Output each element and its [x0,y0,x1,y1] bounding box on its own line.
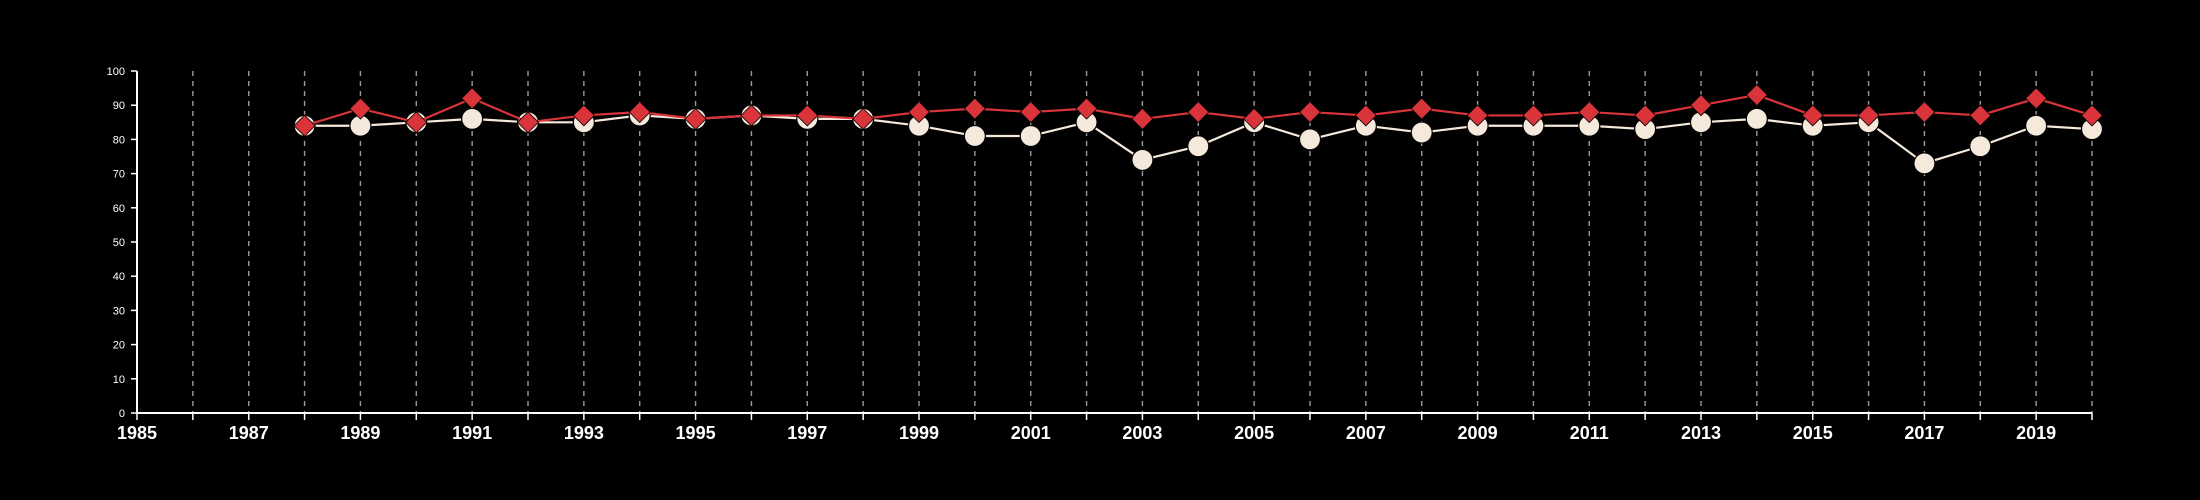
y-tick-label: 80 [113,134,125,146]
x-tick-label: 2005 [1234,423,1274,443]
data-point-diamond [1969,104,1992,127]
data-point-circle [1410,121,1433,144]
y-tick-label: 30 [113,305,125,317]
data-point-circle [461,107,484,130]
x-tick-label: 2015 [1793,423,1833,443]
data-point-diamond [796,104,819,127]
data-point-circle [1745,107,1768,130]
data-point-diamond [516,111,540,134]
data-point-diamond [740,104,763,127]
data-point-diamond [461,87,484,110]
data-point-diamond [1243,107,1266,130]
data-point-diamond [1131,107,1154,130]
y-tick-label: 70 [113,169,125,181]
data-point-diamond [963,97,986,120]
data-point-circle [1969,135,1992,158]
data-point-diamond [1689,94,1713,117]
x-tick-label: 2017 [1904,423,1944,443]
x-tick-label: 1995 [676,423,716,443]
data-point-diamond [405,111,428,134]
data-point-circle [963,124,986,148]
data-point-diamond [2025,87,2048,110]
axis-layer: 0 10 20 30 40 50 60 70 80 90 100 1985 1987 1989 1991 19… [107,66,2093,443]
series-diamond [293,83,2104,137]
data-point-diamond [1857,104,1880,127]
data-point-diamond [1019,100,1042,124]
data-point-diamond [1634,104,1657,127]
data-point-diamond [628,100,651,124]
data-point-circle [1187,135,1210,158]
y-tick-label: 50 [113,237,125,249]
x-tick-label: 2009 [1458,423,1498,443]
data-point-circle [1131,148,1154,172]
x-tick-label: 1989 [340,423,380,443]
data-point-diamond [1522,104,1545,127]
data-point-diamond [1075,97,1098,120]
data-point-diamond [684,107,707,130]
data-point-diamond [1410,97,1433,120]
data-point-diamond [1466,104,1489,127]
x-tick-label: 1985 [117,423,157,443]
y-tick-label: 10 [113,374,125,386]
data-point-diamond [1354,104,1377,127]
data-point-diamond [1187,100,1210,124]
x-tick-label: 2001 [1011,423,1051,443]
x-tick-label: 2007 [1346,423,1386,443]
y-tick-label: 20 [113,340,125,352]
data-point-diamond [907,100,931,124]
data-point-diamond [293,114,316,137]
data-point-diamond [2080,104,2104,127]
x-tick-label: 1993 [564,423,604,443]
data-point-diamond [852,107,875,130]
data-point-circle [2025,114,2048,137]
x-tick-label: 1997 [787,423,827,443]
data-point-diamond [572,104,595,127]
x-tick-label: 1999 [899,423,939,443]
x-tick-label: 2019 [2016,423,2056,443]
x-tick-label: 1987 [229,423,269,443]
data-point-diamond [349,97,372,120]
y-tick-label: 90 [113,100,125,112]
data-point-diamond [1578,100,1601,124]
data-point-circle [1019,124,1042,148]
data-point-diamond [1801,104,1824,127]
y-tick-label: 0 [119,408,125,420]
x-tick-label: 2011 [1570,423,1609,443]
data-point-circle [1298,128,1322,151]
x-tick-label: 1991 [452,423,492,443]
y-tick-label: 60 [113,203,125,215]
data-point-diamond [1745,83,1768,107]
series-layer [293,83,2104,175]
data-point-diamond [1913,100,1936,124]
data-point-circle [1913,152,1936,175]
data-point-diamond [1298,100,1322,124]
y-tick-label: 100 [107,66,125,78]
x-tick-label: 2013 [1681,423,1721,443]
y-tick-label: 40 [113,271,125,283]
x-tick-label: 2003 [1122,423,1162,443]
grid-layer [192,71,2093,413]
